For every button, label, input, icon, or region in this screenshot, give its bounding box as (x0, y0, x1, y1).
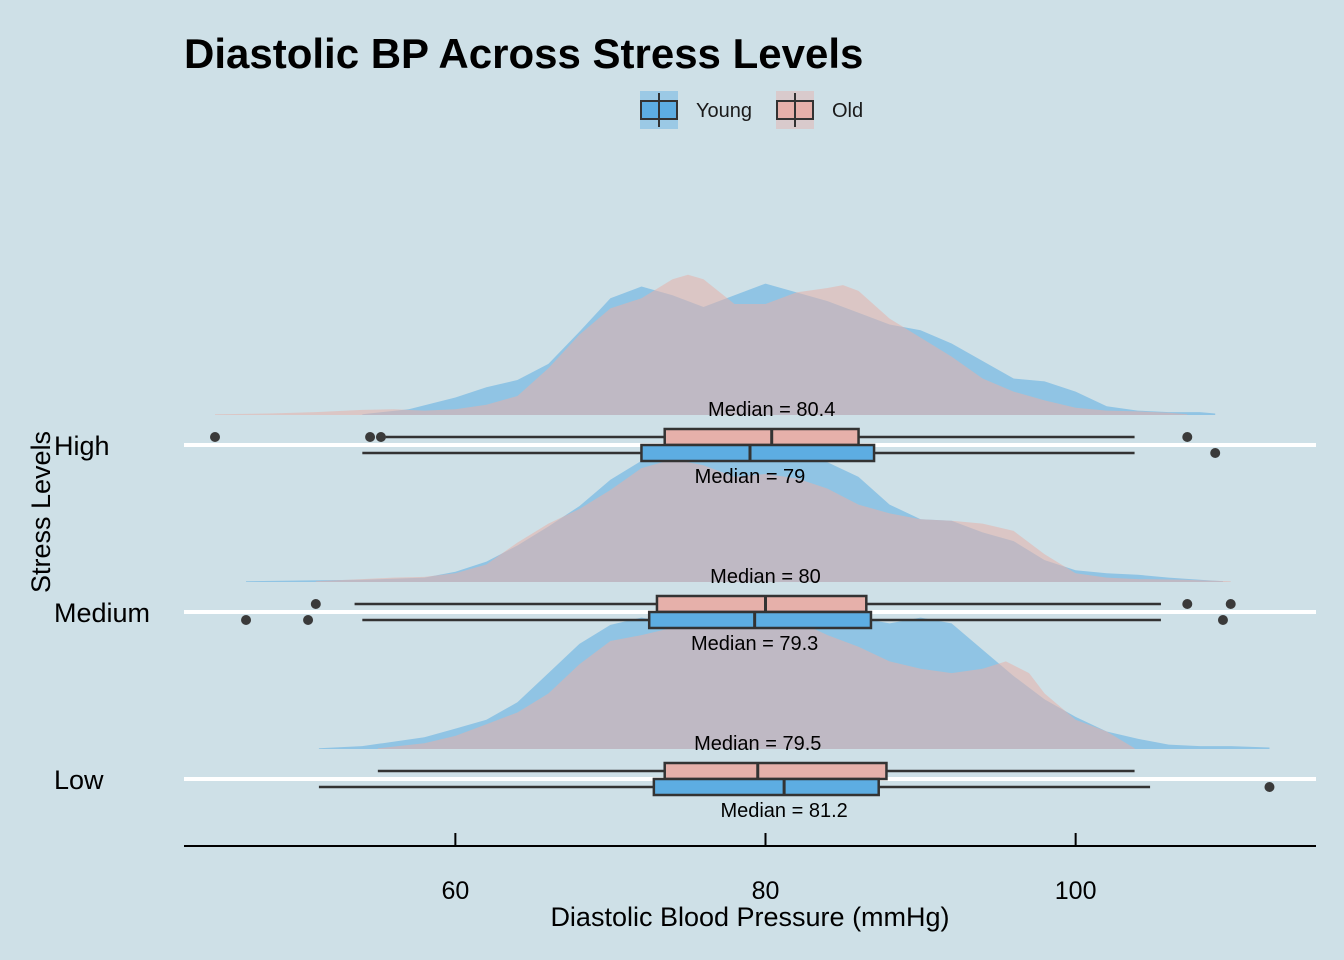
boxplot-high-young (362, 443, 1221, 463)
legend-label-old: Old (832, 100, 863, 122)
category-label-high: High (54, 431, 110, 461)
outlier-point (1264, 782, 1275, 792)
median-label-low-old: Median = 79.5 (694, 733, 821, 755)
outlier-point (1182, 599, 1193, 609)
boxplot-high-old (210, 427, 1193, 447)
median-label-medium-old: Median = 80 (710, 566, 821, 588)
x-axis: 60 80 100 Diastolic Blood Pressure (mmHg) (184, 833, 1316, 932)
legend: Young Old (640, 91, 863, 129)
category-label-low: Low (54, 765, 104, 795)
outlier-point (310, 599, 321, 609)
outlier-point (1182, 432, 1193, 442)
median-label-low-young: Median = 81.2 (720, 800, 847, 822)
chart-title: Diastolic BP Across Stress Levels (184, 30, 863, 77)
median-label-high-young: Median = 79 (695, 466, 806, 488)
box (652, 777, 880, 797)
y-axis-labels: High Medium Low (54, 431, 150, 795)
legend-label-young: Young (696, 100, 752, 122)
box (663, 761, 888, 781)
box (647, 610, 873, 630)
outlier-point (1225, 599, 1236, 609)
density-ridge-medium-old (315, 459, 1231, 582)
x-tick-label: 60 (441, 877, 469, 905)
outlier-point (365, 432, 376, 442)
outlier-point (1217, 615, 1228, 625)
outlier-point (241, 615, 252, 625)
y-axis-title: Stress Levels (26, 431, 56, 593)
y-axis: High Medium Low Stress Levels (26, 431, 150, 795)
x-tick-label: 100 (1055, 877, 1097, 905)
density-ridge-high-old (215, 274, 1188, 415)
box (663, 427, 860, 447)
x-axis-title: Diastolic Blood Pressure (mmHg) (550, 902, 949, 932)
legend-key-old (776, 91, 814, 129)
boxplot-medium-young (241, 610, 1228, 630)
median-label-medium-young: Median = 79.3 (691, 633, 818, 655)
plot-area: Median = 80.4 Median = 79 Median = 80 Media… (184, 274, 1316, 822)
box (655, 594, 868, 614)
outlier-point (210, 432, 221, 442)
boxplot-low-old (377, 761, 1135, 781)
boxplot-medium-old (310, 594, 1236, 614)
boxplot-low-young (318, 777, 1275, 797)
x-axis-ticks: 60 80 100 (441, 833, 1097, 905)
category-label-medium: Medium (54, 598, 150, 628)
median-label-high-old: Median = 80.4 (708, 399, 835, 421)
outlier-point (1210, 448, 1221, 458)
outlier-point (303, 615, 314, 625)
box (640, 443, 876, 463)
x-tick-label: 80 (752, 877, 780, 905)
outlier-point (375, 432, 386, 442)
legend-key-young (640, 91, 678, 129)
density-ridge-low-old (377, 608, 1135, 749)
